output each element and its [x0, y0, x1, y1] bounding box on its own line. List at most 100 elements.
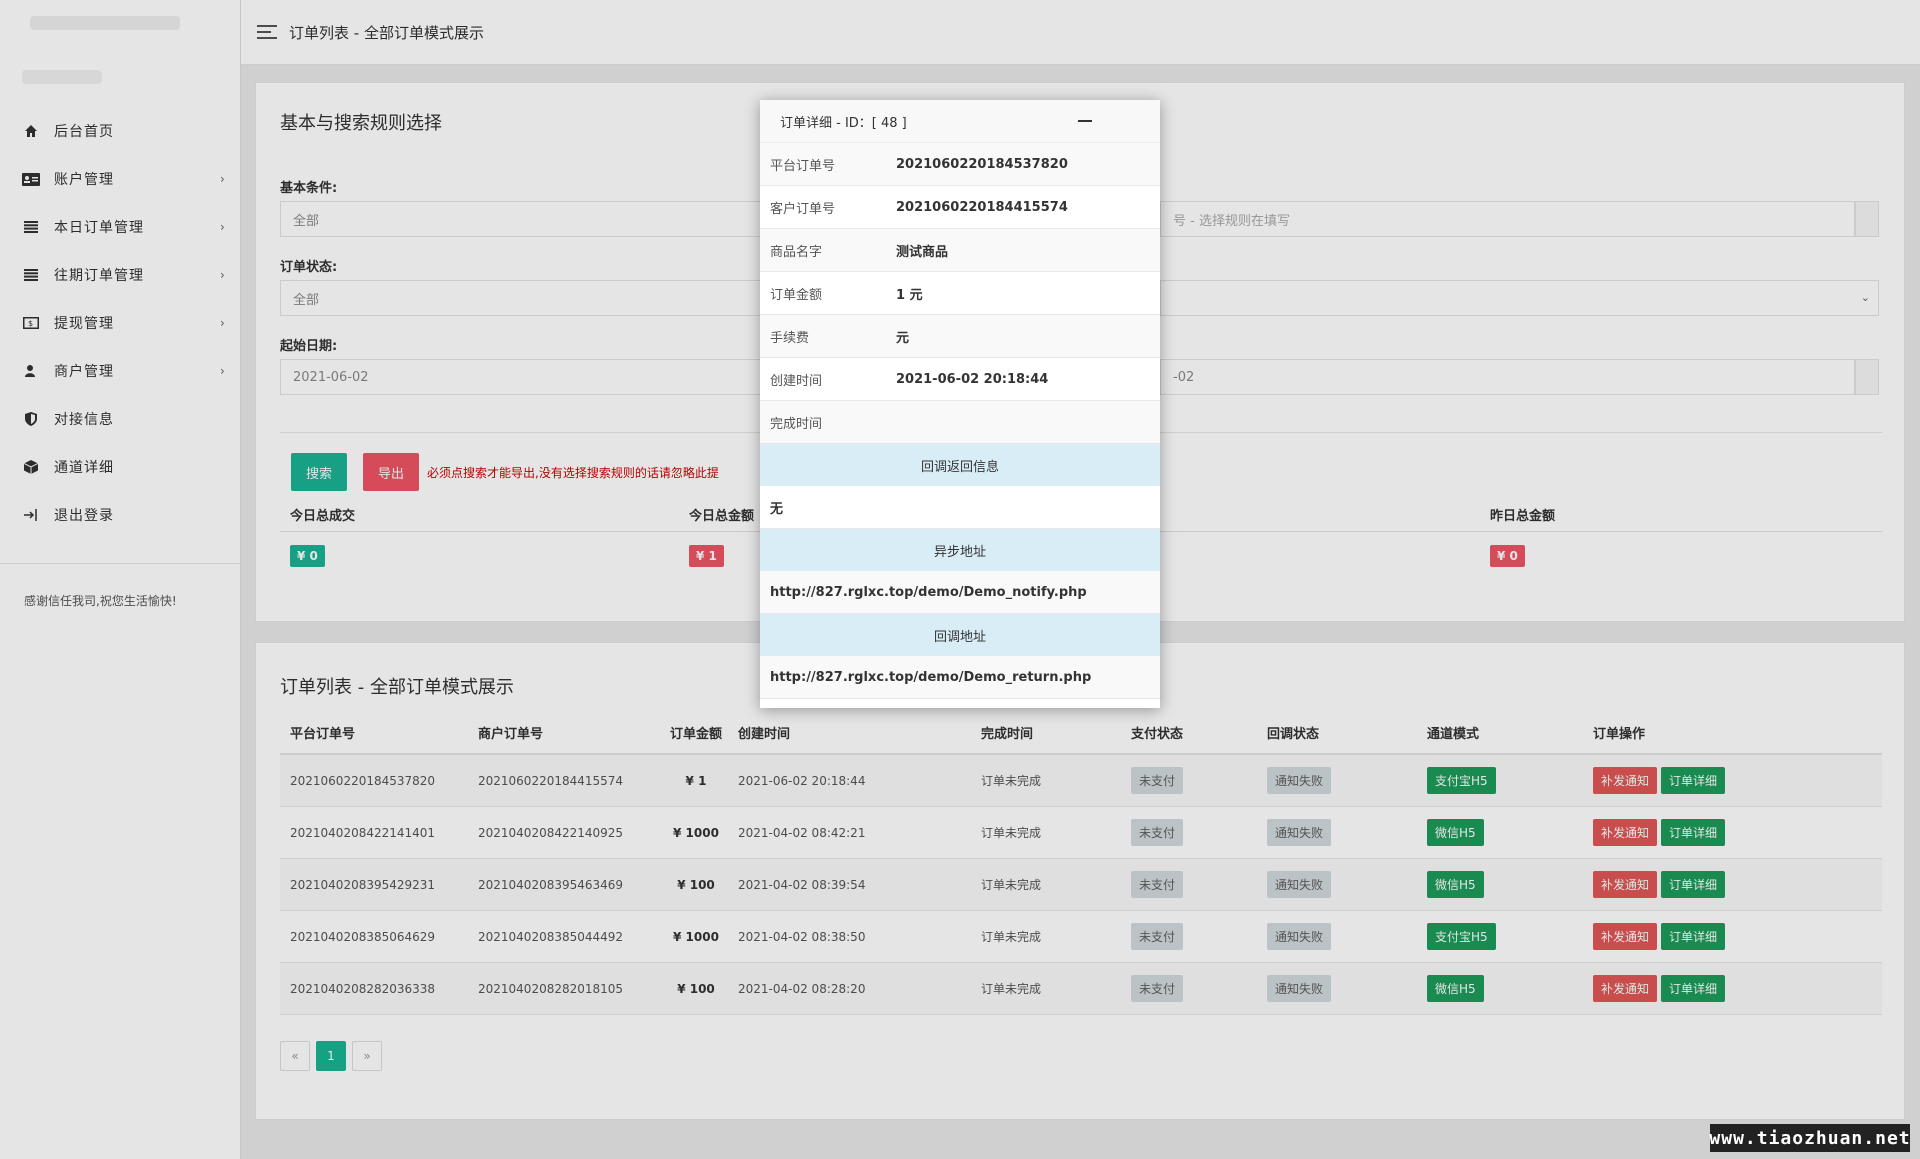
chevron-right-icon: › [220, 364, 226, 378]
return-url: http://827.rglxc.top/demo/Demo_return.ph… [760, 656, 1160, 699]
sidebar-item-logout[interactable]: 退出登录 [0, 491, 240, 539]
order-detail-button[interactable]: 订单详细 [1661, 975, 1726, 1002]
sidebar-footer-text: 感谢信任我司,祝您生活愉快! [24, 594, 177, 608]
pagination-next[interactable]: » [352, 1041, 382, 1071]
minimize-icon[interactable] [1078, 120, 1092, 122]
detail-key: 客户订单号 [770, 201, 836, 217]
channel-badge: 支付宝H5 [1427, 767, 1496, 794]
detail-value: 2021060220184537820 [896, 156, 1068, 172]
hamburger-icon[interactable] [257, 25, 277, 39]
detail-row: 客户订单号 2021060220184415574 [760, 186, 1160, 229]
pagination-prev[interactable]: « [280, 1041, 310, 1071]
export-button[interactable]: 导出 [363, 453, 419, 491]
created-time: 2021-04-02 08:39:54 [738, 877, 866, 892]
order-amount: ¥ 1000 [673, 825, 719, 840]
table-header: 平台订单号 商户订单号 订单金额 创建时间 完成时间 支付状态 回调状态 通道模… [280, 711, 1882, 755]
order-amount: ¥ 1 [685, 773, 707, 788]
resend-notify-button[interactable]: 补发通知 [1593, 767, 1658, 794]
resend-notify-button[interactable]: 补发通知 [1593, 923, 1658, 950]
detail-row: 创建时间 2021-06-02 20:18:44 [760, 358, 1160, 401]
detail-value: 测试商品 [896, 244, 949, 260]
stat-label: 今日总金额 [689, 509, 755, 524]
date-input-addon [1855, 359, 1879, 395]
callback-status-badge: 通知失败 [1267, 975, 1332, 1002]
order-detail-button[interactable]: 订单详细 [1661, 871, 1726, 898]
stat-label: 昨日总金额 [1490, 509, 1556, 524]
column-header: 支付状态 [1131, 726, 1184, 742]
list-icon [22, 268, 40, 282]
rule-value-input[interactable]: 号 - 选择规则在填写 [1160, 201, 1855, 237]
pay-status-badge: 未支付 [1131, 975, 1184, 1002]
home-icon [22, 124, 40, 138]
search-button[interactable]: 搜索 [291, 453, 347, 491]
order-detail-modal: 订单详细 - ID：[ 48 ] 平台订单号 20210602201845378… [760, 100, 1160, 708]
detail-key: 订单金额 [770, 287, 823, 303]
pay-status-badge: 未支付 [1131, 871, 1184, 898]
export-warning-text: 必须点搜索才能导出,没有选择搜索规则的话请忽略此提 [427, 466, 719, 480]
sidebar-item-label: 往期订单管理 [54, 268, 144, 284]
chevron-right-icon: › [220, 172, 226, 186]
sidebar-item-withdraw[interactable]: $ 提现管理 › [0, 299, 240, 347]
notify-url: http://827.rglxc.top/demo/Demo_notify.ph… [760, 571, 1160, 614]
detail-key: 完成时间 [770, 416, 823, 432]
sidebar-item-label: 本日订单管理 [54, 220, 144, 236]
callback-status-badge: 通知失败 [1267, 871, 1332, 898]
column-header: 平台订单号 [290, 726, 356, 742]
resend-notify-button[interactable]: 补发通知 [1593, 975, 1658, 1002]
column-header: 创建时间 [738, 726, 791, 742]
watermark: www.tiaozhuan.net [1709, 1124, 1910, 1152]
list-icon [22, 220, 40, 234]
sidebar-item-label: 账户管理 [54, 172, 114, 188]
callback-value: 无 [760, 486, 1160, 529]
order-detail-button[interactable]: 订单详细 [1661, 767, 1726, 794]
column-header: 订单操作 [1593, 726, 1646, 742]
detail-row: 手续费 元 [760, 315, 1160, 358]
chevron-right-icon: › [220, 268, 226, 282]
sidebar-item-merchant[interactable]: 商户管理 › [0, 347, 240, 395]
detail-value: 1 元 [896, 287, 923, 303]
detail-value: 元 [896, 330, 910, 346]
column-header: 商户订单号 [478, 726, 544, 742]
stat-badge: ¥ 0 [290, 545, 325, 567]
sidebar-item-account[interactable]: 账户管理 › [0, 155, 240, 203]
sidebar-item-channel[interactable]: 通道详细 [0, 443, 240, 491]
search-panel-title: 基本与搜索规则选择 [280, 113, 442, 134]
resend-notify-button[interactable]: 补发通知 [1593, 871, 1658, 898]
table-row: 2021040208395429231 2021040208395463469 … [280, 859, 1882, 911]
detail-key: 商品名字 [770, 244, 823, 260]
detail-value: 2021060220184415574 [896, 199, 1068, 215]
return-section-header: 回调地址 [760, 614, 1160, 656]
table-row: 2021060220184537820 2021060220184415574 … [280, 755, 1882, 807]
rule-input-addon [1855, 201, 1879, 237]
channel-badge: 微信H5 [1427, 975, 1484, 1002]
sidebar-item-label: 通道详细 [54, 460, 114, 476]
stat-label: 今日总成交 [290, 509, 356, 524]
chevron-right-icon: › [220, 316, 226, 330]
modal-title: 订单详细 - ID：[ 48 ] [780, 115, 907, 131]
sidebar-item-integration[interactable]: 对接信息 [0, 395, 240, 443]
table-row: 2021040208385064629 2021040208385044492 … [280, 911, 1882, 963]
platform-order-id: 2021060220184537820 [290, 773, 436, 788]
sidebar-item-home[interactable]: 后台首页 [0, 107, 240, 155]
end-date-input[interactable]: -02 [1160, 359, 1855, 395]
orders-panel-title: 订单列表 - 全部订单模式展示 [280, 677, 514, 698]
created-time: 2021-04-02 08:42:21 [738, 825, 866, 840]
order-detail-button[interactable]: 订单详细 [1661, 923, 1726, 950]
cube-icon [22, 460, 40, 474]
order-detail-button[interactable]: 订单详细 [1661, 819, 1726, 846]
sidebar-item-today-orders[interactable]: 本日订单管理 › [0, 203, 240, 251]
column-header: 订单金额 [669, 726, 722, 742]
platform-order-id: 2021040208282036338 [290, 981, 436, 996]
resend-notify-button[interactable]: 补发通知 [1593, 819, 1658, 846]
sidebar-item-past-orders[interactable]: 往期订单管理 › [0, 251, 240, 299]
pagination-page[interactable]: 1 [316, 1041, 346, 1071]
sidebar-item-label: 提现管理 [54, 316, 114, 332]
modal-header: 订单详细 - ID：[ 48 ] [760, 100, 1160, 143]
detail-key: 平台订单号 [770, 158, 836, 174]
callback-status-badge: 通知失败 [1267, 767, 1332, 794]
user-icon [22, 364, 40, 378]
order-status-select-2[interactable]: ⌄ [1160, 280, 1879, 316]
callback-section-header: 回调返回信息 [760, 444, 1160, 486]
stat-badge: ¥ 0 [1490, 545, 1525, 567]
pay-status-badge: 未支付 [1131, 767, 1184, 794]
